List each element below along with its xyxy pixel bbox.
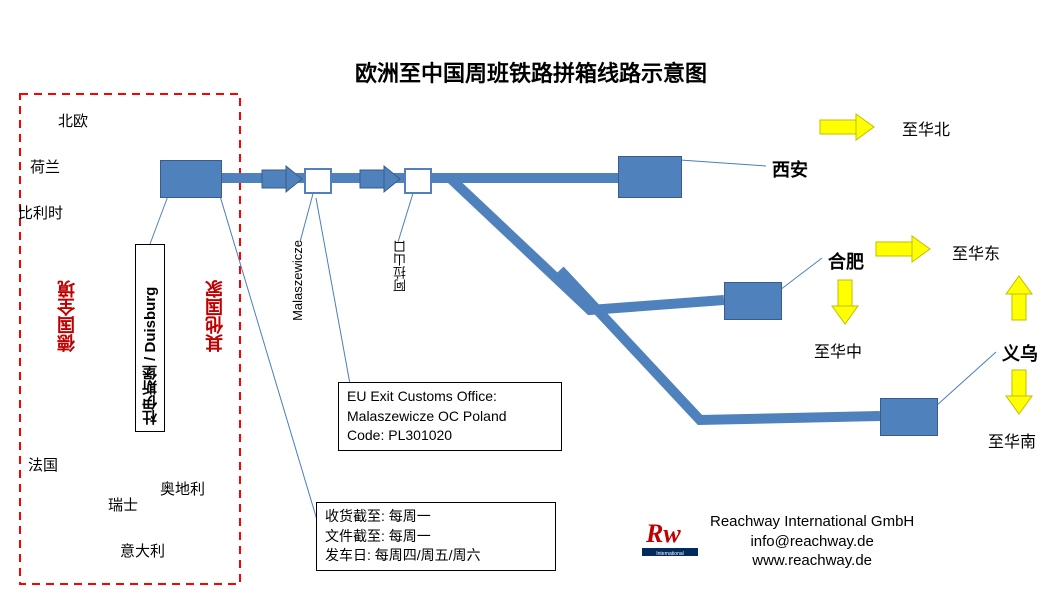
country-north: 北欧 (58, 110, 88, 131)
country-nl: 荷兰 (30, 156, 60, 177)
node-hefei (724, 282, 782, 320)
route-arrow-0 (262, 166, 302, 192)
yellow-arrow-4 (1006, 370, 1032, 414)
yellow-arrow-2 (832, 280, 858, 324)
station-label-xian: 西安 (772, 156, 808, 182)
station-label-yiwu: 义乌 (1002, 340, 1038, 366)
node-alashankou (404, 168, 432, 194)
station-label-ala: 阿拉山口 (391, 240, 410, 292)
node-malaszewicze (304, 168, 332, 194)
station-label-mala: Malaszewicze (290, 240, 305, 321)
yellow-arrow-0 (820, 114, 874, 140)
node-yiwu (880, 398, 938, 436)
svg-text:Rw: Rw (645, 519, 681, 548)
country-it: 意大利 (120, 540, 165, 561)
duisburg-label: 杜伊斯堡 / Duisburg (140, 251, 161, 425)
schedule-box: 收货截至: 每周一文件截至: 每周一发车日: 每周四/周五/周六 (316, 502, 556, 571)
svg-text:International: International (656, 551, 684, 557)
dest-huabei: 至华北 (902, 116, 950, 140)
company-email: info@reachway.de (710, 532, 914, 552)
country-other: 其他国家 (202, 280, 228, 352)
eu-customs-box: EU Exit Customs Office:Malaszewicze OC P… (338, 382, 562, 451)
node-xian (618, 156, 682, 198)
yellow-arrow-3 (1006, 276, 1032, 320)
dest-huanan: 至华南 (988, 428, 1036, 452)
company-info: Reachway International GmbH info@reachwa… (710, 512, 914, 571)
country-at: 奥地利 (160, 478, 205, 499)
country-fr: 法国 (28, 454, 58, 475)
company-name: Reachway International GmbH (710, 512, 914, 532)
country-be: 比利时 (18, 202, 63, 223)
country-ch: 瑞士 (108, 494, 138, 515)
duisburg-label-box: 杜伊斯堡 / Duisburg (135, 244, 165, 432)
route-arrow-1 (360, 166, 400, 192)
yellow-arrow-1 (876, 236, 930, 262)
node-duisburg (160, 160, 222, 198)
station-label-hefei: 合肥 (828, 248, 864, 274)
company-web: www.reachway.de (710, 551, 914, 571)
diagram-title: 欧洲至中国周班铁路拼箱线路示意图 (0, 56, 1062, 88)
country-de: 德国全境 (54, 280, 80, 352)
dest-huazhong: 至华中 (814, 338, 862, 362)
dest-huadong: 至华东 (952, 240, 1000, 264)
company-logo: Rw International (640, 516, 700, 560)
